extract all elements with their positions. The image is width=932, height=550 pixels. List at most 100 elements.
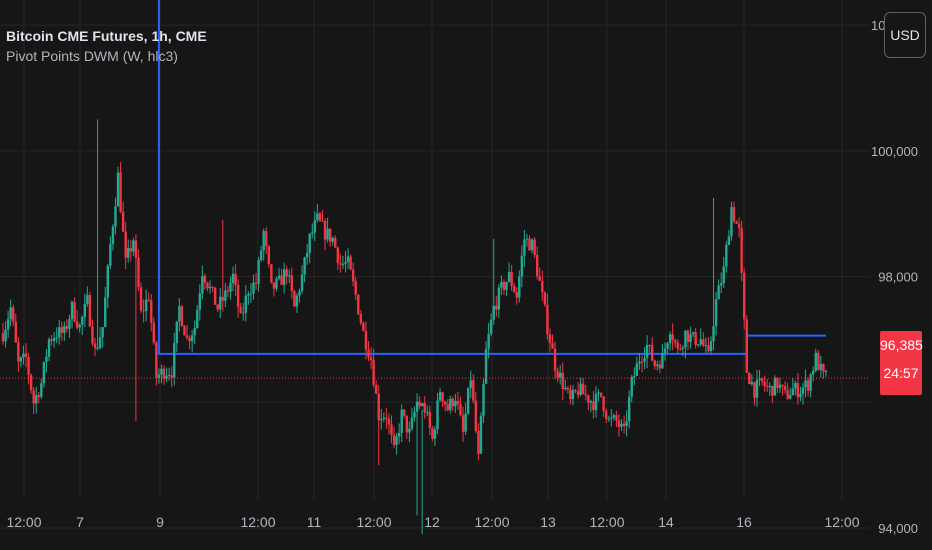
candle-body xyxy=(318,213,322,221)
candle-body xyxy=(449,398,452,411)
candle-body xyxy=(686,330,690,342)
candle-body xyxy=(316,213,319,221)
candle-body xyxy=(725,244,728,267)
grid-lines xyxy=(0,0,870,529)
candle-body xyxy=(633,375,636,377)
candle-body xyxy=(42,362,46,384)
candle-body xyxy=(58,327,61,338)
candle-body xyxy=(4,329,7,342)
candle-body xyxy=(344,262,347,264)
candle-body xyxy=(620,423,623,427)
time-axis[interactable]: 12:00 7 9 12:00 11 12:00 12 12:00 13 12:00 14 16 12:… xyxy=(6,514,859,530)
candle-body xyxy=(712,326,715,342)
candle-body xyxy=(83,303,86,317)
candle-body xyxy=(538,276,541,281)
candle-body xyxy=(523,239,526,256)
candle-body xyxy=(288,275,291,277)
candle-body xyxy=(47,339,51,357)
candle-body xyxy=(155,342,158,379)
candle-body xyxy=(63,325,66,333)
candle-body xyxy=(709,341,713,352)
candle-body xyxy=(229,282,232,292)
candle-body xyxy=(484,348,488,384)
candle-body xyxy=(1,333,5,342)
currency-button[interactable]: USD xyxy=(884,12,926,58)
candle-body xyxy=(362,322,365,331)
pivot-line xyxy=(157,0,826,355)
candle-body xyxy=(730,207,733,237)
candle-body xyxy=(541,280,544,293)
price-tick-label: 94,000 xyxy=(878,521,918,536)
candle-body xyxy=(139,287,143,311)
candle-body xyxy=(415,401,419,412)
candle-body xyxy=(142,310,145,312)
candle-body xyxy=(252,282,255,294)
candle-body xyxy=(259,250,263,260)
time-tick-label: 12:00 xyxy=(240,514,275,530)
candle-body xyxy=(589,401,593,403)
time-tick-label: 12:00 xyxy=(356,514,391,530)
candle-body xyxy=(295,295,299,307)
candle-body xyxy=(81,316,84,325)
time-tick-label: 13 xyxy=(540,514,556,530)
candle-body xyxy=(658,364,662,369)
candle-body xyxy=(661,353,664,369)
candle-body xyxy=(65,325,69,329)
candle-body xyxy=(666,343,669,349)
candle-body xyxy=(558,372,562,378)
candle-body xyxy=(776,377,779,389)
candle-body xyxy=(413,411,416,418)
candle-body xyxy=(397,432,401,437)
candle-body xyxy=(697,344,700,346)
candle-body xyxy=(663,348,667,354)
candle-body xyxy=(201,275,204,294)
candle-body xyxy=(546,304,549,335)
candles xyxy=(1,119,828,535)
pivot-lines xyxy=(157,0,826,355)
candle-body xyxy=(443,401,447,405)
candle-body xyxy=(674,340,677,343)
candle-body xyxy=(530,239,534,251)
candle-body xyxy=(364,330,368,350)
candle-body xyxy=(722,266,725,284)
candle-body xyxy=(354,281,357,295)
candle-body xyxy=(129,248,132,252)
candle-body xyxy=(748,372,751,384)
candle-body xyxy=(702,339,705,346)
candle-body xyxy=(500,281,503,288)
candle-body xyxy=(101,327,104,338)
time-tick-label: 12 xyxy=(424,514,440,530)
candle-body xyxy=(19,357,23,362)
candle-body xyxy=(387,418,391,425)
candle-body xyxy=(124,231,127,258)
candle-body xyxy=(615,415,618,421)
candle-body xyxy=(162,368,166,379)
candle-body xyxy=(173,343,176,378)
candle-body xyxy=(157,374,161,379)
candle-body xyxy=(405,415,409,433)
candle-body xyxy=(507,271,511,282)
candle-body xyxy=(574,390,577,392)
candle-body xyxy=(127,248,130,258)
candle-body xyxy=(750,382,754,384)
candle-body xyxy=(40,383,43,397)
indicator-title[interactable]: Pivot Points DWM (W, hlc3) xyxy=(6,48,178,64)
candle-body xyxy=(645,344,649,358)
candle-body xyxy=(121,211,125,232)
price-tick-label: 100,000 xyxy=(871,144,918,159)
candle-body xyxy=(114,206,117,227)
candle-body xyxy=(254,282,258,284)
candle-body xyxy=(221,296,225,301)
candle-body xyxy=(137,257,140,288)
candle-body xyxy=(17,342,20,362)
candle-body xyxy=(479,415,483,454)
candle-body xyxy=(732,207,736,222)
candle-body xyxy=(515,292,518,298)
candle-body xyxy=(346,256,350,263)
candle-body xyxy=(812,370,815,375)
symbol-title[interactable]: Bitcoin CME Futures, 1h, CME xyxy=(6,28,207,44)
candle-body xyxy=(206,282,209,289)
candle-body xyxy=(178,306,181,322)
